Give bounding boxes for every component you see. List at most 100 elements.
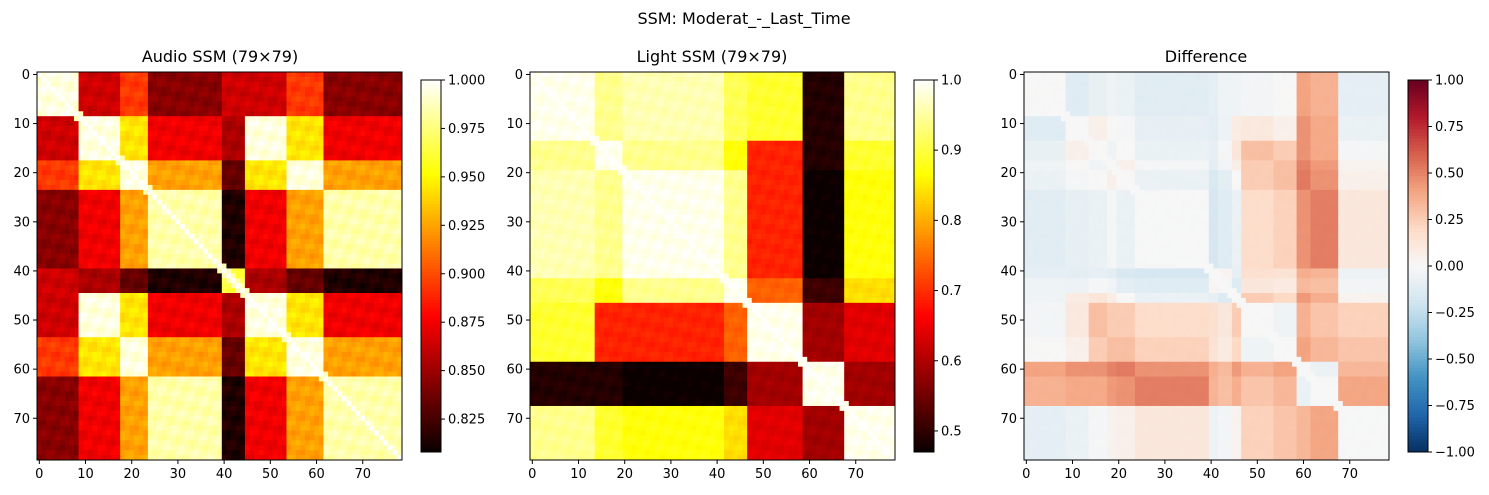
audio-ssm-cell [106, 214, 112, 220]
audio-ssm-cell [87, 248, 93, 255]
audio-ssm-cell [221, 81, 227, 88]
audio-ssm-cell [365, 258, 371, 264]
audio-ssm-cell [281, 199, 287, 206]
audio-ssm-cell [161, 194, 167, 201]
audio-ssm-cell [258, 209, 264, 215]
audio-ssm-cell [147, 81, 153, 88]
audio-ssm-cell [254, 214, 260, 220]
audio-ssm-cell [78, 189, 84, 196]
audio-ssm-cell [46, 165, 52, 171]
audio-ssm-cell [189, 234, 195, 240]
audio-ssm-cell [170, 209, 177, 215]
audio-ssm-cell [323, 376, 329, 382]
audio-ssm-cell [258, 219, 264, 225]
audio-ssm-cell [124, 253, 130, 260]
audio-ssm-cell [78, 184, 84, 191]
audio-ssm-cell [175, 268, 181, 274]
audio-ssm-cell [249, 376, 255, 382]
audio-ssm-cell [323, 243, 329, 250]
audio-ssm-cell [346, 81, 352, 88]
audio-ssm-cell [332, 342, 338, 348]
audio-ssm-cell [383, 229, 389, 235]
audio-ssm-cell [231, 283, 237, 289]
audio-ssm-cell [147, 145, 153, 151]
audio-ssm-cell [180, 214, 186, 220]
audio-ssm-cell [207, 150, 213, 156]
audio-ssm-cell [207, 327, 213, 333]
audio-ssm-cell [378, 293, 384, 299]
audio-ssm-cell [180, 238, 186, 245]
audio-ssm-cell [337, 194, 343, 201]
audio-ssm-cell [360, 170, 366, 176]
audio-ssm-cell [369, 234, 375, 240]
audio-ssm-cell [203, 317, 209, 323]
audio-ssm-cell [346, 268, 352, 274]
audio-ssm-cell [212, 91, 218, 97]
audio-ssm-cell [277, 248, 283, 255]
audio-ssm-cell [231, 180, 237, 186]
audio-ssm-cell [295, 248, 301, 255]
audio-ssm-cell [134, 376, 140, 382]
audio-ssm-cell [147, 170, 153, 176]
audio-ssm-cell [309, 126, 315, 132]
audio-ssm-cell [60, 332, 66, 338]
audio-ssm-cell [69, 307, 75, 314]
audio-ssm-cell [295, 194, 301, 201]
audio-ssm-cell [97, 106, 103, 112]
audio-ssm-cell [346, 175, 352, 181]
audio-ssm-cell [194, 342, 200, 348]
audio-ssm-cell [300, 199, 306, 206]
audio-ssm-cell [374, 209, 380, 215]
audio-ssm-cell [323, 327, 329, 333]
audio-ssm-cell [328, 72, 334, 78]
audio-ssm-cell [337, 268, 343, 274]
audio-ssm-cell [268, 81, 274, 88]
audio-ssm-cell [337, 170, 343, 176]
audio-ssm-cell [152, 238, 158, 245]
audio-ssm-cell [328, 116, 334, 122]
audio-ssm-cell [388, 361, 394, 368]
audio-ssm-cell [180, 234, 186, 240]
audio-ssm-cell [328, 214, 334, 220]
audio-ssm-cell [69, 302, 75, 309]
audio-ssm-cell [351, 253, 357, 260]
audio-ssm-cell [78, 140, 84, 147]
audio-ssm-cell [170, 116, 177, 122]
audio-ssm-cell [217, 150, 223, 156]
audio-ssm-cell [101, 130, 107, 137]
audio-ssm-cell [134, 337, 140, 343]
audio-ssm-cell [73, 229, 79, 235]
audio-ssm-cell [360, 111, 366, 117]
audio-ssm-cell [60, 189, 66, 196]
audio-ssm-cell [198, 278, 204, 284]
audio-ssm-cell [83, 263, 89, 269]
audio-ssm-cell [244, 356, 250, 363]
audio-ssm-cell [138, 199, 144, 206]
audio-ssm-cell [332, 204, 338, 210]
audio-ssm-cell [277, 81, 283, 88]
audio-ssm-cell [291, 283, 297, 289]
audio-ssm-cell [378, 106, 384, 112]
audio-ssm-cell [351, 351, 357, 358]
audio-ssm-cell [120, 140, 126, 147]
audio-ssm-cell [318, 184, 324, 191]
audio-ssm-cell [64, 273, 70, 279]
audio-ssm-cell [240, 258, 246, 264]
audio-ssm-cell [314, 209, 320, 215]
audio-ssm-cell [221, 258, 227, 264]
audio-ssm-cell [240, 293, 246, 299]
audio-ssm-cell [295, 234, 301, 240]
audio-ssm-cell [124, 175, 130, 181]
audio-ssm-cell [134, 234, 140, 240]
audio-ssm-cell [184, 214, 190, 220]
audio-ssm-cell [277, 361, 283, 368]
audio-ssm-cell [198, 184, 204, 191]
audio-ssm-cell [50, 111, 56, 117]
audio-ssm-cell [180, 278, 186, 284]
audio-ssm-cell [374, 297, 380, 304]
audio-ssm-cell [115, 140, 121, 147]
audio-ssm-cell [134, 371, 140, 377]
audio-ssm-cell [323, 263, 329, 269]
audio-ssm-cell [115, 101, 121, 107]
audio-ssm-cell [221, 243, 227, 250]
